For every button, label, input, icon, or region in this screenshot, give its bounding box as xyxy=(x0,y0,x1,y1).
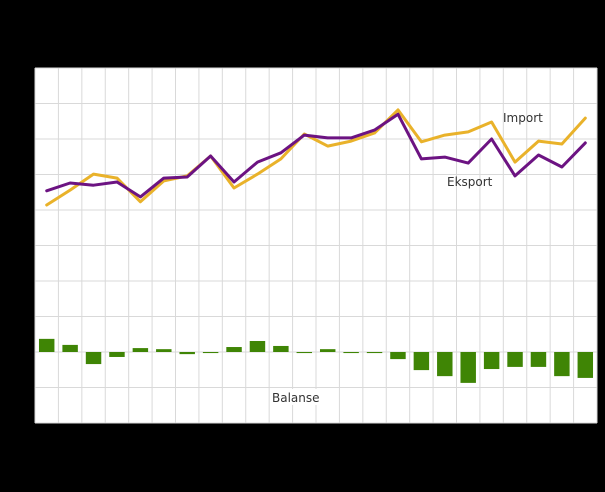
balanse-bar xyxy=(554,352,570,377)
balanse-bar xyxy=(390,352,406,360)
balanse-bar xyxy=(62,344,78,352)
balanse-bar xyxy=(273,345,289,352)
balanse-bar xyxy=(38,338,55,352)
balanse-bar xyxy=(202,352,219,354)
import-line xyxy=(45,108,587,207)
balanse-bar xyxy=(226,347,242,352)
import-label: Import xyxy=(503,111,543,125)
eksport-line xyxy=(45,112,587,199)
balanse-bar xyxy=(249,340,266,352)
balanse-label-group: Balanse xyxy=(270,389,320,405)
balanse-bar xyxy=(530,352,547,367)
balanse-bar xyxy=(437,352,453,377)
balanse-bar xyxy=(85,352,102,365)
eksport-label-group: Eksport xyxy=(447,175,493,189)
balanse-label: Balanse xyxy=(272,391,320,405)
balanse-bar xyxy=(319,349,336,352)
balanse-bar xyxy=(577,352,594,378)
eksport-label: Eksport xyxy=(447,175,493,189)
balanse-bar xyxy=(413,352,430,371)
gridlines xyxy=(34,67,598,424)
balanse-label-background xyxy=(270,389,320,405)
balanse-bar xyxy=(109,352,125,357)
balanse-bar xyxy=(366,352,383,354)
balanse-bar xyxy=(132,348,149,352)
balanse-bar xyxy=(156,349,172,352)
balanse-bar xyxy=(460,352,476,383)
balanse-bar xyxy=(179,352,195,355)
balanse-bar xyxy=(343,352,359,354)
balanse-bar xyxy=(483,352,500,370)
balanse-bar xyxy=(296,352,313,354)
balanse-bars xyxy=(38,338,594,383)
import-label-group: Import xyxy=(503,111,543,125)
balanse-bar xyxy=(507,352,523,367)
